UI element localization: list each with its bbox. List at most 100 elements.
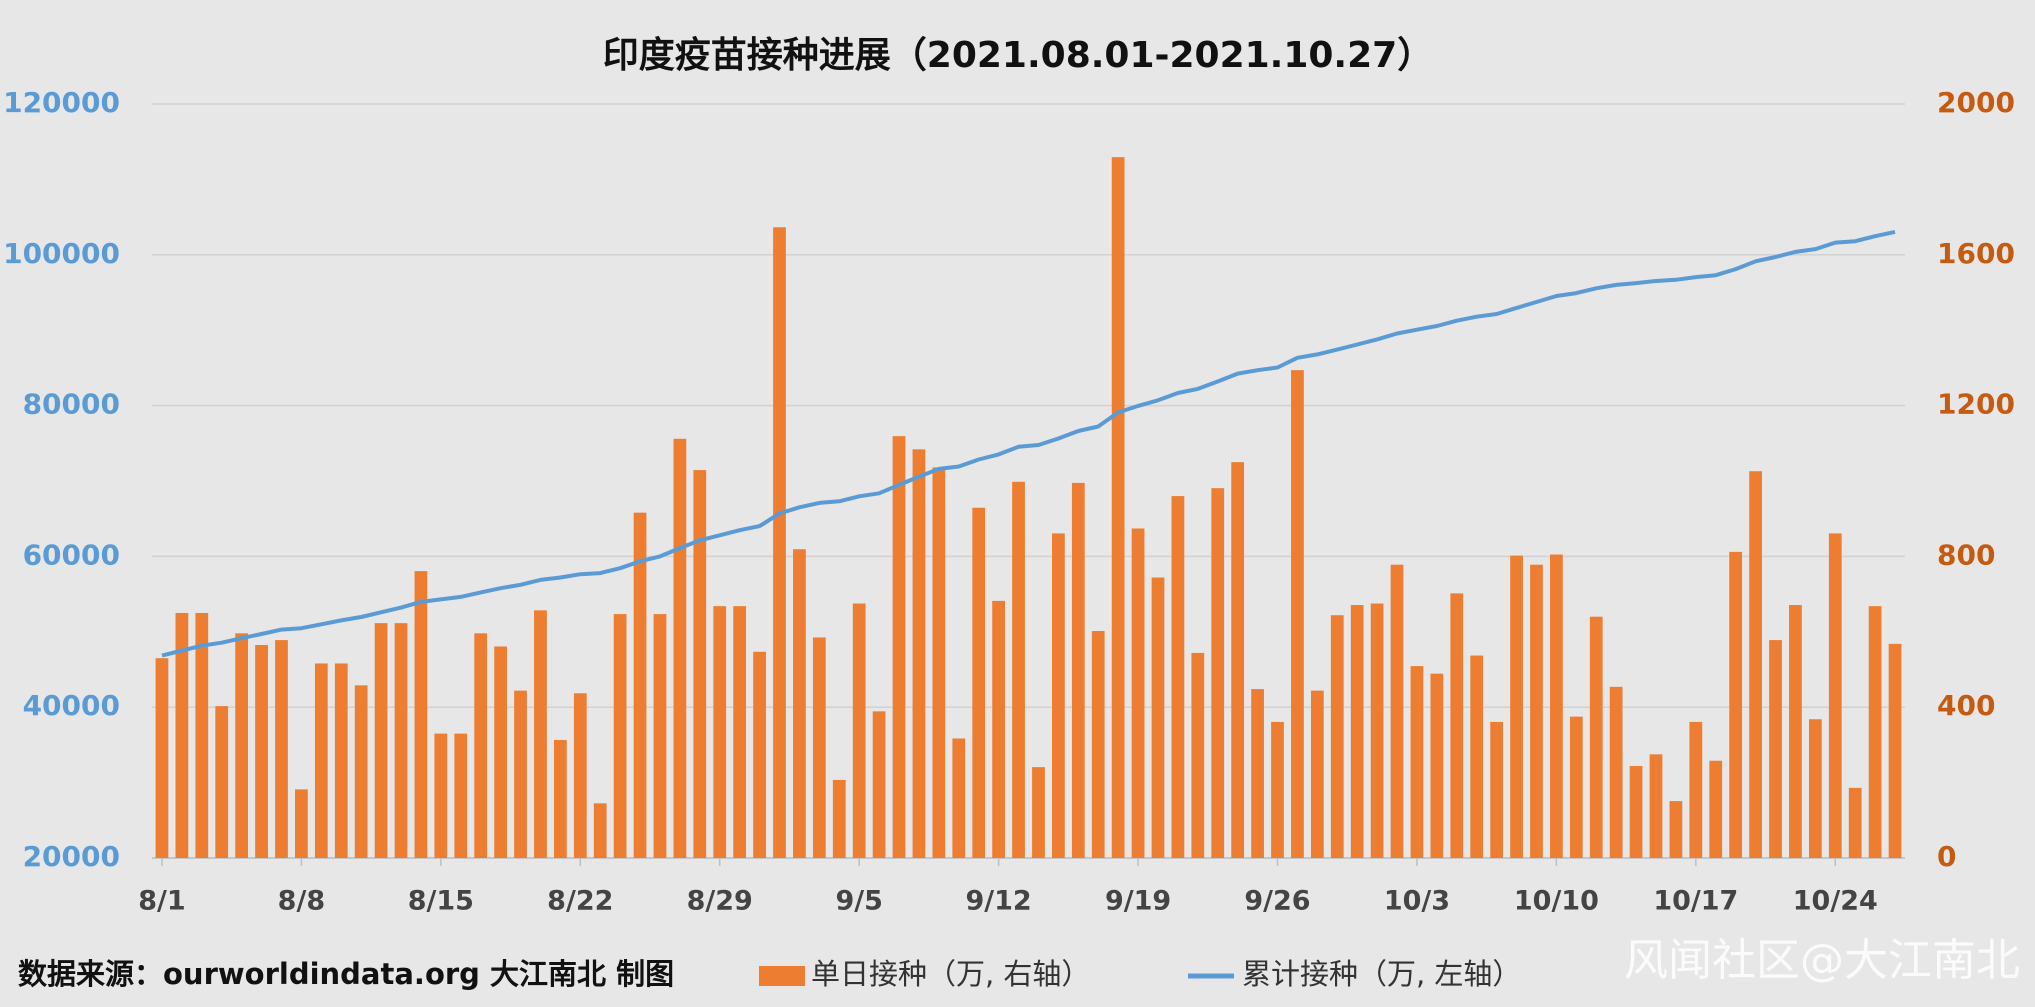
bar bbox=[753, 651, 766, 858]
bar bbox=[1291, 370, 1304, 858]
y-tick-label: 40000 bbox=[23, 689, 120, 722]
bar bbox=[474, 633, 488, 858]
bar bbox=[653, 614, 667, 858]
bar bbox=[454, 733, 468, 858]
bar bbox=[1649, 754, 1663, 858]
bar bbox=[1669, 801, 1683, 858]
bar bbox=[573, 693, 587, 858]
x-tick-label: 10/3 bbox=[1384, 886, 1450, 917]
bar bbox=[1490, 721, 1504, 858]
bar bbox=[314, 663, 328, 858]
bar bbox=[1231, 462, 1245, 858]
bar bbox=[434, 733, 448, 858]
y2-tick-label: 2000 bbox=[1937, 86, 2015, 119]
bar bbox=[952, 738, 966, 858]
x-tick-label: 9/26 bbox=[1244, 886, 1310, 917]
bar bbox=[1171, 496, 1185, 858]
bar bbox=[1888, 643, 1902, 858]
line bbox=[161, 229, 1896, 658]
bar bbox=[1310, 690, 1324, 858]
bar bbox=[1330, 615, 1344, 858]
bar bbox=[1032, 767, 1045, 858]
bar bbox=[992, 600, 1005, 858]
chart-title: 印度疫苗接种进展（2021.08.01-2021.10.27） bbox=[603, 35, 1433, 76]
bar bbox=[693, 470, 707, 858]
bar bbox=[1251, 689, 1264, 858]
x-tick-label: 9/5 bbox=[835, 886, 882, 917]
bar bbox=[793, 549, 806, 858]
bar bbox=[1609, 686, 1623, 858]
bar bbox=[1808, 719, 1822, 858]
y-tick-label: 60000 bbox=[23, 538, 120, 571]
y2-tick-label: 1200 bbox=[1937, 388, 2015, 421]
bar bbox=[1151, 577, 1165, 858]
y-tick-label: 100000 bbox=[3, 237, 120, 270]
bar bbox=[534, 610, 547, 858]
bar bbox=[553, 739, 567, 858]
bar bbox=[852, 603, 866, 858]
x-tick-label: 8/29 bbox=[687, 886, 753, 917]
bar bbox=[1749, 471, 1762, 858]
bar bbox=[932, 467, 946, 858]
x-tick-label: 8/8 bbox=[278, 886, 325, 917]
bar bbox=[1071, 482, 1085, 858]
bar bbox=[1709, 760, 1723, 858]
bar bbox=[354, 685, 368, 858]
bar bbox=[1470, 655, 1484, 858]
bar bbox=[235, 633, 249, 858]
bar bbox=[1789, 605, 1802, 858]
bar bbox=[1430, 673, 1444, 858]
bar bbox=[812, 637, 826, 858]
legend-label: 单日接种（万, 右轴） bbox=[811, 957, 1090, 991]
bar bbox=[1868, 606, 1882, 858]
bar bbox=[1410, 666, 1424, 858]
bar bbox=[713, 606, 727, 858]
bar bbox=[1629, 766, 1643, 858]
bar bbox=[1271, 721, 1284, 858]
bar bbox=[334, 663, 348, 858]
legend-label: 累计接种（万, 左轴） bbox=[1242, 957, 1521, 991]
bar bbox=[155, 658, 169, 858]
x-tick-label: 9/12 bbox=[966, 886, 1032, 917]
bar bbox=[1828, 533, 1842, 858]
bar bbox=[255, 644, 268, 858]
bar bbox=[1530, 564, 1543, 858]
bar bbox=[494, 646, 507, 858]
bar bbox=[1370, 603, 1384, 858]
bar bbox=[1211, 488, 1225, 858]
bar bbox=[295, 789, 308, 858]
bar bbox=[1689, 721, 1703, 858]
bar bbox=[514, 690, 527, 858]
bar bbox=[733, 606, 747, 858]
x-tick-label: 9/19 bbox=[1105, 886, 1171, 917]
bar bbox=[892, 436, 906, 858]
bar bbox=[1550, 554, 1563, 858]
bar bbox=[1510, 555, 1523, 858]
bar bbox=[1111, 157, 1125, 859]
bar bbox=[1569, 716, 1583, 858]
x-tick-label: 10/17 bbox=[1653, 886, 1738, 917]
bar bbox=[1012, 481, 1025, 858]
bar bbox=[414, 571, 428, 858]
bar bbox=[832, 779, 846, 858]
bar bbox=[175, 612, 189, 858]
bar bbox=[972, 507, 986, 858]
x-tick-label: 10/10 bbox=[1514, 886, 1599, 917]
bar bbox=[1729, 551, 1743, 858]
y-tick-label: 20000 bbox=[23, 840, 120, 873]
bar bbox=[394, 623, 408, 858]
y2-tick-label: 1600 bbox=[1937, 237, 2015, 270]
bar bbox=[195, 612, 209, 858]
bar bbox=[1131, 528, 1145, 858]
bar bbox=[872, 711, 886, 858]
x-tick-label: 8/15 bbox=[408, 886, 474, 917]
y2-tick-label: 800 bbox=[1937, 538, 1995, 571]
watermark: 风闻社区@大江南北 bbox=[1624, 935, 2020, 986]
bar bbox=[374, 623, 388, 858]
x-tick-label: 8/22 bbox=[547, 886, 613, 917]
bar bbox=[1350, 605, 1364, 858]
y2-tick-label: 400 bbox=[1937, 689, 1995, 722]
source-note: 数据来源：ourworldindata.org 大江南北 制图 bbox=[18, 957, 674, 991]
y-tick-label: 120000 bbox=[3, 86, 120, 119]
